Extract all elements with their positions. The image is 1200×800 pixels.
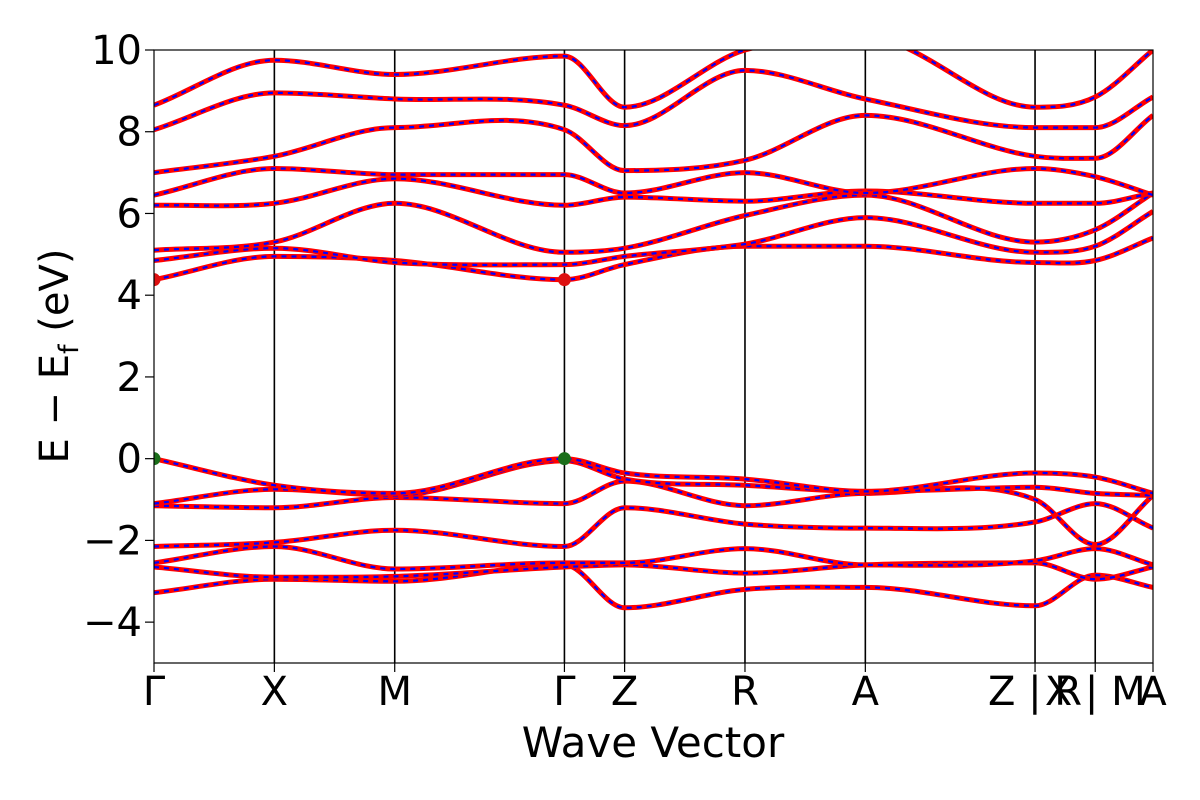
x-tick-label-5: R	[731, 669, 759, 715]
band-8-spin-down	[154, 210, 1153, 267]
band-10-spin-down	[154, 177, 1153, 207]
x-tick-label-0: Γ	[143, 669, 166, 715]
x-tick-label-1: X	[261, 669, 288, 715]
band-12-spin-down	[154, 114, 1153, 174]
cbm-marker-3	[557, 273, 571, 287]
y-tick-label-0: −4	[83, 600, 142, 646]
y-tick-label-2: 0	[117, 437, 142, 483]
y-tick-label-3: 2	[117, 355, 142, 401]
band-3-spin-down	[154, 502, 1153, 548]
band-7-spin-down	[154, 236, 1153, 281]
y-axis-label-sub: f	[54, 343, 85, 354]
band-9-spin-down	[154, 192, 1153, 254]
band-1-spin-down	[154, 561, 1153, 581]
vbm-marker-1	[557, 452, 571, 466]
cbm-marker-2	[154, 273, 161, 287]
band-4-spin-down	[154, 479, 1153, 546]
band-11-spin-down	[154, 167, 1153, 197]
x-tick-label-2: M	[377, 669, 412, 715]
x-tick-label-8: X | M	[1045, 669, 1146, 715]
extrema-markers	[154, 273, 571, 466]
plot-frame	[153, 49, 1154, 664]
y-tick-label-6: 8	[117, 110, 142, 156]
y-axis-label-prefix: E − E	[32, 354, 78, 464]
high-symmetry-lines	[273, 50, 1097, 663]
x-tick-label-7: Z | R	[988, 669, 1082, 715]
y-tick-label-1: −2	[83, 518, 142, 564]
plot-background	[154, 50, 1153, 663]
vbm-marker-0	[154, 452, 161, 466]
x-tick-label-3: Γ	[553, 669, 576, 715]
band-13-spin-down	[154, 69, 1153, 131]
band-6-spin-down	[154, 457, 1153, 495]
y-axis-label: E − Ef (eV)	[32, 249, 85, 464]
y-axis-label-suffix: (eV)	[32, 249, 78, 345]
band-14-spin-down	[154, 50, 1153, 109]
y-axis-ticks: −4 −2 0 2 4 6 8 10	[83, 28, 154, 646]
y-tick-label-5: 6	[117, 191, 142, 237]
x-axis-label: Wave Vector	[522, 718, 785, 767]
y-tick-label-4: 4	[117, 273, 142, 319]
x-tick-label-6: A	[852, 669, 880, 715]
bands-group	[154, 50, 1153, 611]
y-tick-label-7: 10	[91, 28, 142, 74]
band-2-spin-down	[154, 545, 1153, 571]
x-tick-label-4: Z	[611, 669, 638, 715]
x-tick-label-9: A	[1139, 669, 1167, 715]
band-0-spin-down	[154, 563, 1153, 609]
